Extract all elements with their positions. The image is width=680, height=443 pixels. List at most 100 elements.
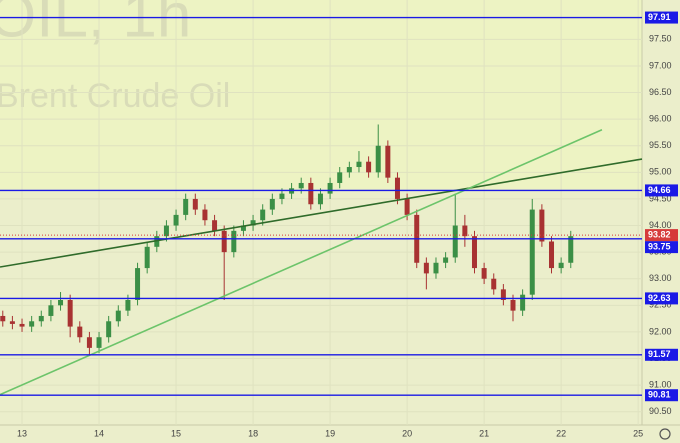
candle-body — [38, 315, 44, 322]
trend-line — [0, 158, 643, 268]
candle-body — [366, 161, 372, 173]
candle-body — [173, 214, 179, 226]
level-label: 90.81 — [648, 390, 671, 400]
y-tick-label: 92.00 — [649, 326, 672, 336]
x-tick-label: 15 — [171, 428, 181, 438]
level-label-box — [645, 348, 678, 361]
candle-body — [385, 145, 391, 178]
candle-body — [48, 305, 54, 316]
x-tick-label: 14 — [94, 428, 104, 438]
candle-body — [423, 262, 429, 274]
level-label-box — [645, 184, 678, 197]
candle-body — [240, 225, 246, 231]
candle-body — [298, 182, 304, 189]
y-tick-label: 94.00 — [649, 220, 672, 230]
candle-body — [317, 193, 323, 205]
candle-body — [67, 300, 73, 327]
candle-body — [452, 225, 458, 258]
y-tick-label: 96.00 — [649, 114, 672, 124]
level-label: 92.63 — [648, 293, 671, 303]
settings-icon — [659, 428, 671, 440]
x-tick-label: 25 — [633, 428, 643, 438]
y-tick-label: 95.00 — [649, 167, 672, 177]
candle-body — [0, 315, 6, 322]
candle-body — [337, 172, 343, 183]
candle-body — [58, 300, 64, 306]
candle-body — [212, 220, 218, 231]
last-price-label: 93.82 — [648, 229, 671, 239]
last-price-box — [645, 229, 678, 242]
x-tick-label: 21 — [479, 428, 489, 438]
candle-body — [106, 321, 112, 338]
y-tick-label: 94.50 — [649, 193, 672, 203]
level-label-box — [645, 11, 678, 24]
x-tick-label: 22 — [556, 428, 566, 438]
watermark-subtitle: Brent Crude Oil — [0, 77, 230, 115]
level-label: 91.57 — [648, 349, 671, 359]
y-tick-label: 92.50 — [649, 300, 672, 310]
candle-body — [115, 310, 121, 322]
candle-body — [192, 198, 198, 210]
candle-body — [202, 209, 208, 221]
y-tick-label: 97.50 — [649, 34, 672, 44]
candle-body — [77, 326, 83, 338]
candle-body — [154, 236, 160, 247]
candle-body — [135, 268, 141, 300]
candle-body — [549, 241, 555, 269]
candle-body — [221, 230, 227, 253]
candle-body — [462, 225, 468, 237]
x-tick-label: 20 — [402, 428, 412, 438]
candle-body — [394, 177, 400, 199]
candle-body — [327, 182, 333, 194]
candle-body — [510, 300, 516, 311]
candle-body — [279, 193, 285, 199]
candle-body — [491, 278, 497, 290]
candle-body — [19, 323, 25, 327]
candle-body — [520, 294, 526, 311]
level-label-box — [645, 241, 678, 254]
candle-body — [144, 246, 150, 269]
candle-body — [481, 268, 487, 279]
candle-body — [500, 289, 506, 300]
candle-body — [86, 337, 92, 348]
candle-body — [260, 209, 266, 221]
candle-body — [125, 300, 131, 311]
candle-body — [443, 257, 449, 263]
upper-zone — [0, 0, 642, 190]
candle-body — [269, 198, 275, 210]
candle-body — [433, 262, 439, 274]
x-tick-label: 13 — [17, 428, 27, 438]
x-tick-label: 18 — [248, 428, 258, 438]
x-tick-label: 19 — [325, 428, 335, 438]
candle-body — [163, 225, 169, 237]
y-tick-label: 90.50 — [649, 406, 672, 416]
trend-line — [0, 129, 603, 396]
candle-body — [404, 198, 410, 215]
y-tick-label: 93.00 — [649, 273, 672, 283]
candle-body — [308, 182, 314, 205]
candle-body — [558, 262, 564, 269]
candle-body — [529, 209, 535, 295]
candle-body — [29, 321, 35, 327]
y-tick-label: 95.50 — [649, 140, 672, 150]
candle-body — [183, 198, 189, 215]
candle-body — [539, 209, 545, 242]
y-tick-label: 97.00 — [649, 60, 672, 70]
level-label-box — [645, 292, 678, 305]
level-label: 94.66 — [648, 185, 671, 195]
candle-body — [471, 236, 477, 269]
candle-body — [375, 145, 381, 173]
candle-body — [250, 220, 256, 226]
candle-body — [346, 167, 352, 173]
candle-body — [96, 337, 102, 348]
level-label: 97.91 — [648, 12, 671, 22]
y-tick-label: 91.00 — [649, 379, 672, 389]
candle-body — [231, 230, 237, 253]
candle-body — [9, 321, 15, 324]
y-tick-label: 96.50 — [649, 87, 672, 97]
candle-body — [356, 161, 362, 168]
candle-body — [568, 236, 574, 263]
level-label: 93.75 — [648, 241, 671, 251]
level-label-box — [645, 389, 678, 402]
